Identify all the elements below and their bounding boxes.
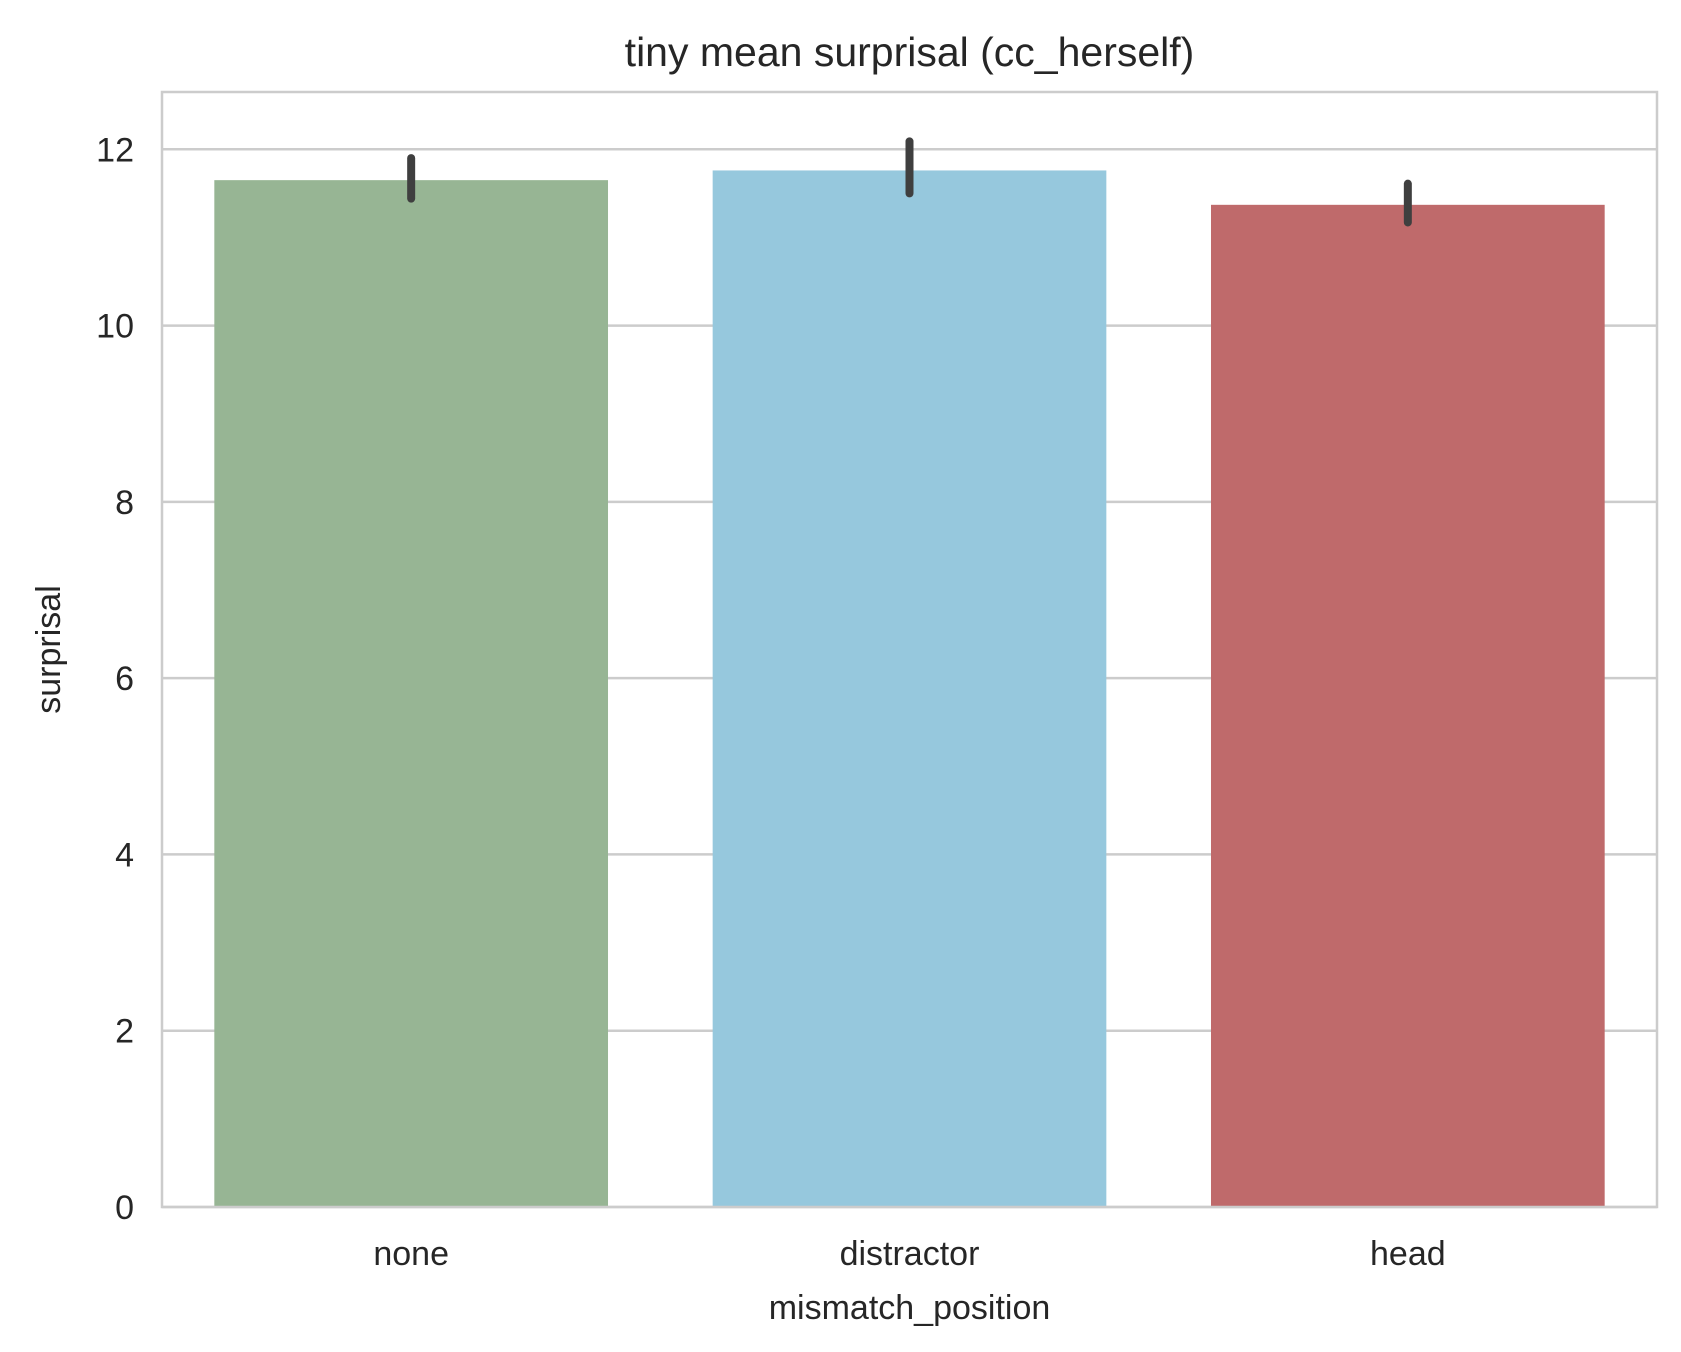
y-tick-label: 6 xyxy=(115,660,134,698)
y-tick-label: 10 xyxy=(96,308,134,346)
chart-title: tiny mean surprisal (cc_herself) xyxy=(625,29,1195,75)
error-bars xyxy=(407,137,1412,227)
x-tick-labels: none distractor head xyxy=(373,1235,1445,1273)
x-axis-title: mismatch_position xyxy=(769,1289,1051,1327)
y-tick-label: 0 xyxy=(115,1189,134,1227)
bar-head xyxy=(1210,204,1605,1206)
bars xyxy=(214,170,1605,1206)
y-tick-label: 4 xyxy=(115,836,134,874)
y-tick-labels: 0 2 4 6 8 10 12 xyxy=(96,131,134,1227)
x-tick-label: head xyxy=(1370,1235,1446,1273)
plot-frame xyxy=(160,90,1659,1209)
bar-distractor xyxy=(712,170,1107,1206)
y-tick-label: 8 xyxy=(115,484,134,522)
y-axis-title: surprisal xyxy=(30,585,68,713)
x-tick-label: distractor xyxy=(840,1235,980,1273)
x-tick-label: none xyxy=(373,1235,449,1273)
y-tick-label: 2 xyxy=(115,1013,134,1051)
bar-none xyxy=(214,180,609,1206)
y-tick-label: 12 xyxy=(96,131,134,169)
